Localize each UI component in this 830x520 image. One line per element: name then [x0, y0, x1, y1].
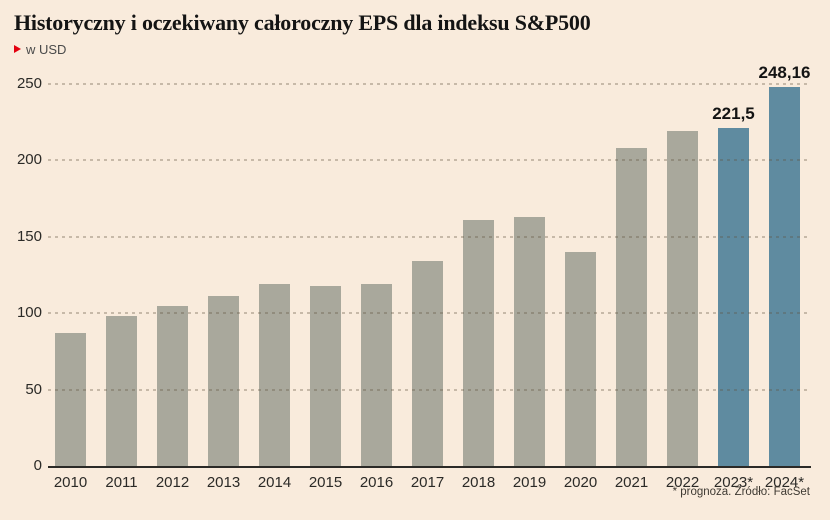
gridline-200 — [48, 159, 811, 162]
bar-2020 — [565, 252, 596, 466]
y-axis-tick-100: 100 — [16, 304, 42, 322]
x-axis-tick-2016: 2016 — [359, 474, 394, 491]
bar-2010 — [55, 333, 86, 466]
y-axis-tick-0: 0 — [33, 457, 42, 474]
x-axis-tick-2020: 2020 — [563, 474, 598, 491]
x-axis-tick-2015: 2015 — [308, 474, 343, 491]
chart-unit-label: w USD — [26, 41, 67, 57]
x-axis-tick-2019: 2019 — [512, 474, 547, 491]
x-axis-tick-2017: 2017 — [410, 474, 445, 491]
bar-2014 — [259, 284, 290, 466]
bar-2023-forecast — [718, 127, 749, 466]
value-label-2023-forecast: 221,5 — [712, 103, 755, 123]
bar-2015 — [310, 285, 341, 466]
gridline-50 — [48, 388, 811, 391]
x-axis-tick-2014: 2014 — [257, 474, 292, 491]
gridline-100 — [48, 312, 811, 315]
source-note: * prognoza. Źródło: FacSet — [672, 486, 810, 498]
bar-2021 — [616, 148, 647, 466]
gridline-150 — [48, 235, 811, 238]
bar-2024-forecast — [769, 86, 800, 466]
x-axis-tick-2024-forecast: 2024* — [764, 474, 805, 491]
bar-2018 — [463, 219, 494, 466]
x-axis-tick-2013: 2013 — [206, 474, 241, 491]
bar-2013 — [208, 296, 239, 466]
bar-2011 — [106, 316, 137, 466]
bar-2022 — [667, 131, 698, 466]
gridline-250 — [48, 83, 811, 85]
bullet-arrow-icon — [14, 45, 21, 53]
x-axis-tick-2010: 2010 — [53, 474, 88, 491]
x-axis-tick-2021: 2021 — [614, 474, 649, 491]
y-axis-tick-200: 200 — [16, 151, 42, 169]
y-axis-tick-250: 250 — [16, 75, 42, 92]
x-axis-tick-2023-forecast: 2023* — [713, 474, 754, 491]
x-axis-tick-2022: 2022 — [665, 474, 700, 491]
x-axis-tick-2012: 2012 — [155, 474, 190, 491]
x-axis-tick-2011: 2011 — [105, 474, 138, 491]
value-label-2024-forecast: 248,16 — [758, 62, 811, 82]
bar-2012 — [157, 305, 188, 466]
bar-2019 — [514, 216, 545, 466]
bar-2016 — [361, 284, 392, 466]
y-axis-tick-150: 150 — [16, 227, 42, 245]
x-axis-line — [48, 466, 811, 468]
chart-title: Historyczny i oczekiwany całoroczny EPS … — [14, 10, 591, 35]
y-axis-tick-50: 50 — [25, 380, 42, 398]
bar-2017 — [412, 261, 443, 466]
chart-unit-row: w USD — [14, 41, 67, 57]
x-axis-tick-2018: 2018 — [461, 474, 496, 491]
